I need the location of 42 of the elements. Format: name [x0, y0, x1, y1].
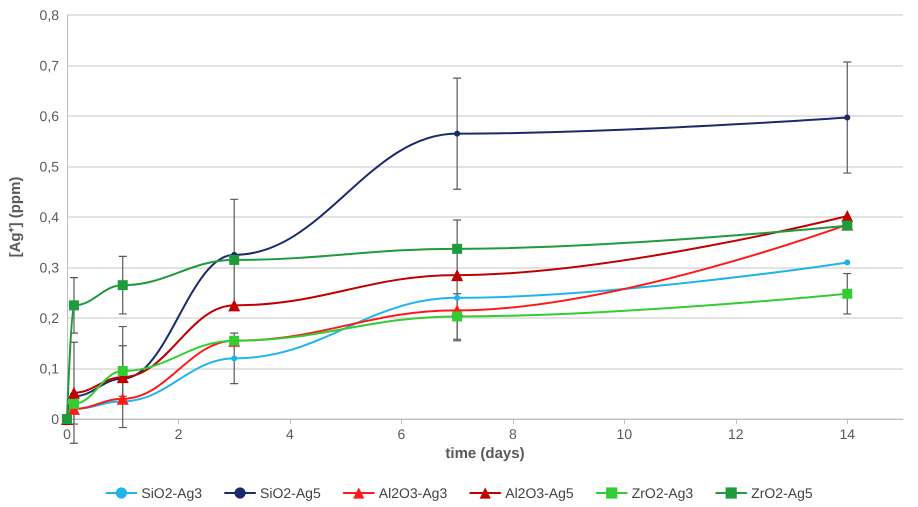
x-axis-title: time (days) — [445, 444, 525, 462]
legend-label: SiO2-Ag5 — [260, 485, 321, 501]
point — [68, 386, 80, 399]
legend-label: SiO2-Ag3 — [141, 485, 202, 501]
legend-label: Al2O3-Ag3 — [378, 485, 448, 501]
point — [454, 294, 460, 301]
legend-label: Al2O3-Ag5 — [505, 485, 574, 501]
point — [118, 280, 128, 290]
y-tick-label: 0 — [51, 411, 60, 427]
point — [68, 300, 79, 310]
x-tick-label: 12 — [728, 426, 744, 442]
y-tick-label: 0,7 — [40, 58, 60, 74]
point — [844, 259, 850, 266]
point — [68, 398, 79, 409]
point — [452, 244, 462, 254]
x-tick-label: 2 — [174, 426, 183, 442]
legend-label: ZrO2-Ag5 — [751, 485, 813, 501]
point — [452, 311, 462, 322]
y-tick-label: 0,1 — [40, 360, 60, 376]
point — [842, 288, 852, 299]
legend-label: ZrO2-Ag3 — [632, 485, 694, 501]
point — [454, 130, 460, 137]
x-tick-label: 0 — [63, 426, 72, 442]
point — [116, 392, 129, 405]
y-tick-label: 0,8 — [40, 7, 60, 23]
y-tick-label: 0,6 — [40, 108, 60, 124]
x-tick-label: 10 — [616, 426, 632, 442]
x-tick-label: 4 — [286, 426, 294, 442]
point — [231, 355, 238, 362]
x-tick-label: 8 — [508, 426, 517, 442]
point — [118, 366, 128, 376]
point — [229, 254, 240, 265]
y-tick-label: 0,4 — [40, 209, 60, 225]
point — [451, 269, 464, 282]
x-tick-label: 14 — [839, 426, 856, 442]
y-tick-label: 0,2 — [40, 310, 60, 326]
point — [228, 299, 240, 312]
y-tick-label: 0,3 — [40, 260, 60, 276]
y-tick-label: 0,5 — [40, 158, 60, 174]
y-axis-title: [Ag⁺] (ppm) — [7, 176, 24, 258]
point — [844, 114, 850, 121]
x-tick-label: 6 — [398, 426, 406, 442]
